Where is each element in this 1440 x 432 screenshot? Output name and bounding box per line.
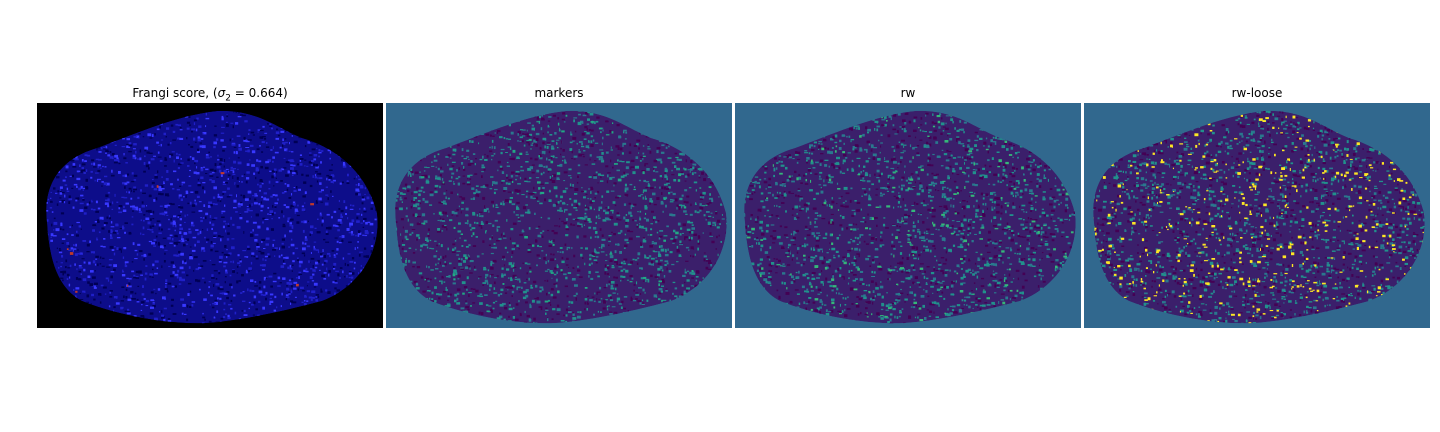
panel-title-frangi: Frangi score, (σ2 = 0.664) (132, 86, 288, 104)
rw-image (735, 103, 1081, 328)
panel-title-markers: markers (534, 86, 584, 100)
frangi-image (37, 103, 383, 328)
markers-image (386, 103, 732, 328)
rw-loose-image (1084, 103, 1430, 328)
panel-title-rw-loose: rw-loose (1231, 86, 1283, 100)
panel-title-rw: rw (900, 86, 916, 100)
